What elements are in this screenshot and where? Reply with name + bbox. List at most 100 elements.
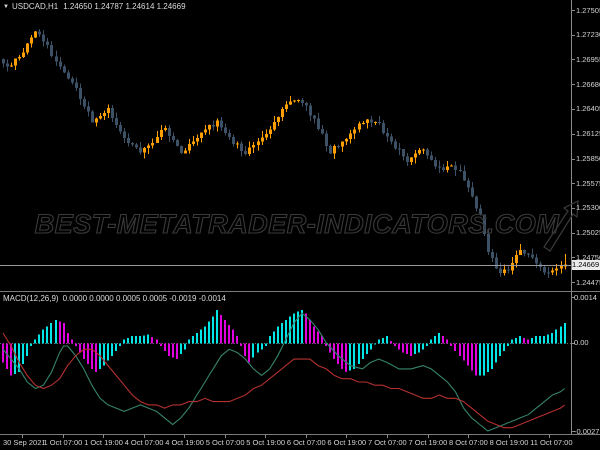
macd-bar — [394, 343, 396, 346]
time-axis-label: 30 Sep 2021 — [3, 438, 46, 447]
macd-bar — [366, 343, 368, 355]
macd-bar — [463, 343, 465, 361]
macd-bar — [196, 333, 198, 344]
candle-body — [248, 147, 251, 154]
macd-bar — [184, 343, 186, 350]
macd-bar — [232, 329, 234, 344]
macd-bar — [83, 343, 85, 360]
candle-body — [374, 121, 377, 123]
macd-bar — [50, 323, 52, 344]
macd-bar — [200, 329, 202, 344]
symbol-marker-icon: ▼ — [3, 4, 9, 10]
macd-bar — [317, 331, 319, 344]
macd-bar — [358, 343, 360, 364]
candle-body — [358, 123, 361, 130]
macd-bar — [309, 319, 311, 344]
macd-bar — [531, 337, 533, 344]
main-price-chart[interactable] — [0, 28, 571, 278]
candle-body — [345, 139, 348, 142]
candle-body — [143, 147, 146, 153]
candle-body — [216, 120, 219, 127]
macd-bar — [156, 339, 158, 344]
macd-bar — [535, 336, 537, 344]
time-axis-label: 7 Oct 07:00 — [367, 438, 407, 447]
macd-bar — [499, 343, 501, 356]
macd-bar — [115, 343, 117, 351]
time-axis-label: 1 Oct 07:00 — [43, 438, 83, 447]
macd-bar — [180, 343, 182, 355]
macd-indicator-panel[interactable] — [0, 310, 571, 432]
candle-body — [543, 266, 546, 273]
candle-body — [212, 124, 215, 127]
macd-bar — [147, 334, 149, 344]
candle-body — [55, 56, 58, 62]
price-axis-label: 1.26125 — [576, 129, 600, 139]
candle-body — [418, 150, 421, 154]
candle-body — [83, 98, 86, 107]
macd-bar — [277, 326, 279, 344]
candle-body — [2, 59, 5, 64]
macd-bar — [418, 343, 420, 353]
macd-bar — [438, 333, 440, 344]
candle-body — [313, 115, 316, 119]
macd-bar — [204, 326, 206, 344]
macd-bar — [34, 339, 36, 344]
price-axis-label: 1.25025 — [576, 228, 600, 238]
candle-body — [168, 128, 171, 136]
candle-body — [127, 138, 130, 143]
macd-bar — [6, 343, 8, 369]
candle-body — [289, 101, 292, 105]
macd-bar — [176, 343, 178, 360]
macd-bar — [454, 343, 456, 351]
candle-body — [14, 58, 17, 66]
watermark-arrow-icon — [543, 199, 579, 252]
macd-bar — [555, 329, 557, 344]
candle-body — [406, 156, 409, 162]
candle-body — [426, 149, 429, 156]
candle-body — [34, 31, 37, 38]
macd-bar — [329, 343, 331, 353]
candle-body — [483, 214, 486, 234]
macd-bar — [127, 337, 129, 344]
symbol-label: USDCAD,H1 — [11, 2, 59, 11]
candle-body — [281, 109, 284, 117]
candle-body — [515, 254, 518, 263]
ohlc-values: 1.24650 1.24787 1.24614 1.24669 — [63, 2, 186, 11]
macd-bar — [434, 336, 436, 344]
candle-body — [454, 165, 457, 171]
candle-body — [71, 78, 74, 83]
candle-body — [50, 44, 53, 57]
candle-body — [438, 166, 441, 168]
candle-body — [111, 107, 114, 118]
candle-body — [204, 129, 207, 133]
candle-body — [261, 137, 264, 142]
candle-body — [196, 138, 199, 142]
macd-bar — [362, 343, 364, 360]
candle-body — [273, 122, 276, 130]
macd-bar — [63, 323, 65, 344]
candle-body — [95, 118, 98, 123]
candle-body — [75, 82, 78, 89]
candle-body — [38, 31, 41, 35]
candle-body — [507, 269, 510, 271]
macd-bar — [305, 313, 307, 344]
candle-body — [107, 107, 110, 113]
macd-bar — [38, 334, 40, 344]
macd-bar — [220, 315, 222, 344]
candle-body — [22, 52, 25, 58]
macd-bar — [543, 336, 545, 344]
candle-body — [119, 124, 122, 132]
price-axis-label: 1.25300 — [576, 203, 600, 213]
candle-body — [6, 63, 9, 67]
macd-bar — [30, 343, 32, 346]
candle-body — [103, 113, 106, 116]
macd-bar — [123, 339, 125, 344]
candle-body — [164, 128, 167, 130]
candle-body — [333, 146, 336, 154]
macd-bar — [46, 326, 48, 344]
macd-bar — [59, 321, 61, 344]
